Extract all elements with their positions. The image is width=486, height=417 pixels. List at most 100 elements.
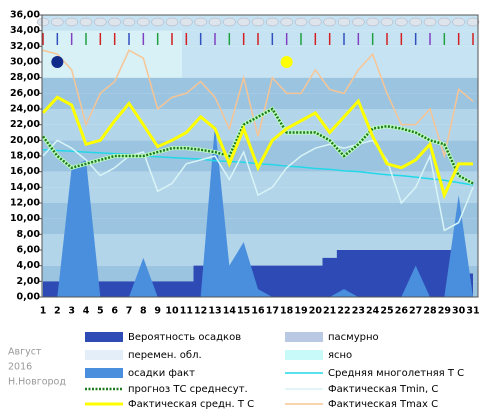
x-tick-label: 21: [323, 306, 336, 317]
x-tick-label: 22: [337, 306, 350, 317]
x-tick-label: 26: [395, 306, 409, 317]
y-tick-label: 34,00: [10, 25, 40, 36]
legend-label: Фактическая Tmax C: [328, 399, 438, 410]
temp-line: [42, 139, 474, 232]
cloud-icon: [280, 17, 293, 27]
y-tick-label: 0,00: [17, 292, 41, 303]
location-note: Август: [8, 347, 42, 358]
band: [42, 203, 478, 219]
cloud-icon: [208, 17, 222, 27]
x-tick-label: 15: [237, 306, 250, 317]
legend-label: перемен. обл.: [128, 350, 202, 361]
legend-swatch: [85, 368, 123, 378]
cloud-icon: [51, 17, 64, 27]
cloud-icon: [366, 17, 379, 27]
cloud-icon: [309, 17, 322, 27]
x-tick-label: 14: [223, 306, 237, 317]
y-tick-label: 6,00: [17, 245, 41, 256]
cloud-icon: [122, 17, 136, 27]
legend-swatch: [85, 332, 123, 342]
cloud-icon: [466, 17, 480, 27]
x-tick-label: 18: [280, 306, 294, 317]
band: [42, 171, 478, 188]
cloud-icon: [380, 17, 394, 27]
x-tick-label: 3: [68, 306, 75, 317]
cloud-icon: [137, 17, 150, 27]
y-tick-label: 28,00: [10, 72, 40, 83]
y-tick-label: 10,00: [10, 213, 40, 224]
moon-icon: [51, 56, 64, 68]
temp-line: [42, 49, 474, 159]
legend-swatch: [285, 350, 323, 360]
x-tick-label: 19: [294, 306, 307, 317]
x-tick-label: 5: [97, 306, 104, 317]
y-tick-label: 2,00: [17, 276, 41, 287]
cloud-icon: [151, 17, 164, 27]
x-tick-label: 8: [140, 306, 147, 317]
cloud-icon: [79, 17, 93, 27]
x-tick-label: 1: [40, 306, 47, 317]
band: [42, 234, 478, 250]
cloud-icon: [294, 17, 308, 27]
cloud-icon: [237, 17, 250, 27]
precip-area: [43, 124, 473, 298]
cloud-icon: [395, 17, 408, 27]
y-tick-label: 8,00: [17, 229, 41, 240]
legend-label: Фактическая средн. Т С: [128, 399, 254, 410]
legend-label: осадки факт: [128, 368, 195, 379]
cloud-icon: [409, 17, 422, 27]
x-tick-label: 24: [366, 306, 380, 317]
x-tick-label: 27: [409, 306, 422, 317]
cloud-icon: [165, 17, 179, 27]
x-tick-label: 20: [309, 306, 323, 317]
band: [42, 218, 478, 235]
x-tick-label: 13: [208, 306, 221, 317]
cloud-icon: [438, 17, 451, 27]
y-tick-label: 18,00: [10, 151, 40, 162]
legend-swatch: [285, 332, 323, 342]
cloud-icon: [108, 17, 121, 27]
x-tick-label: 25: [380, 306, 393, 317]
cloud-icon: [266, 17, 279, 27]
legend-label: Средняя многолетняя Т С: [328, 368, 464, 379]
legend-swatch: [85, 350, 123, 360]
y-tick-label: 36,00: [10, 10, 40, 21]
cloud-icon: [323, 17, 336, 27]
location-note: 2016: [8, 362, 32, 373]
location-note: Н.Новгород: [8, 377, 66, 388]
cloud-icon: [180, 17, 193, 27]
forecast-line-bg: [41, 106, 474, 186]
x-tick-label: 11: [180, 306, 193, 317]
cloud-icon: [251, 17, 265, 27]
x-tick-label: 23: [352, 306, 365, 317]
x-tick-label: 12: [194, 306, 207, 317]
cloud-icon: [65, 17, 78, 27]
y-tick-label: 24,00: [10, 104, 40, 115]
x-tick-label: 17: [266, 306, 279, 317]
x-tick-label: 31: [466, 306, 479, 317]
y-tick-label: 26,00: [10, 88, 40, 99]
x-tick-label: 30: [452, 306, 466, 317]
x-tick-label: 28: [423, 306, 437, 317]
sky-overlay: [42, 30, 182, 78]
y-tick-label: 12,00: [10, 198, 40, 209]
y-tick-label: 20,00: [10, 135, 40, 146]
y-tick-label: 4,00: [17, 260, 41, 271]
y-tick-label: 22,00: [10, 119, 40, 130]
cloud-icon: [423, 17, 437, 27]
y-tick-label: 32,00: [10, 41, 40, 52]
cloud-icon: [352, 17, 365, 27]
cloud-icon: [194, 17, 207, 27]
x-tick-label: 29: [438, 306, 451, 317]
legend-label: пасмурно: [328, 332, 379, 343]
cloud-icon: [337, 17, 351, 27]
x-tick-label: 10: [165, 306, 179, 317]
legend-label: Вероятность осадков: [128, 332, 241, 343]
cloud-icon: [36, 17, 50, 27]
temp-line: [41, 95, 473, 200]
band: [42, 77, 478, 94]
y-tick-label: 30,00: [10, 57, 40, 68]
x-tick-label: 2: [54, 306, 61, 317]
cloud-icon: [94, 17, 107, 27]
